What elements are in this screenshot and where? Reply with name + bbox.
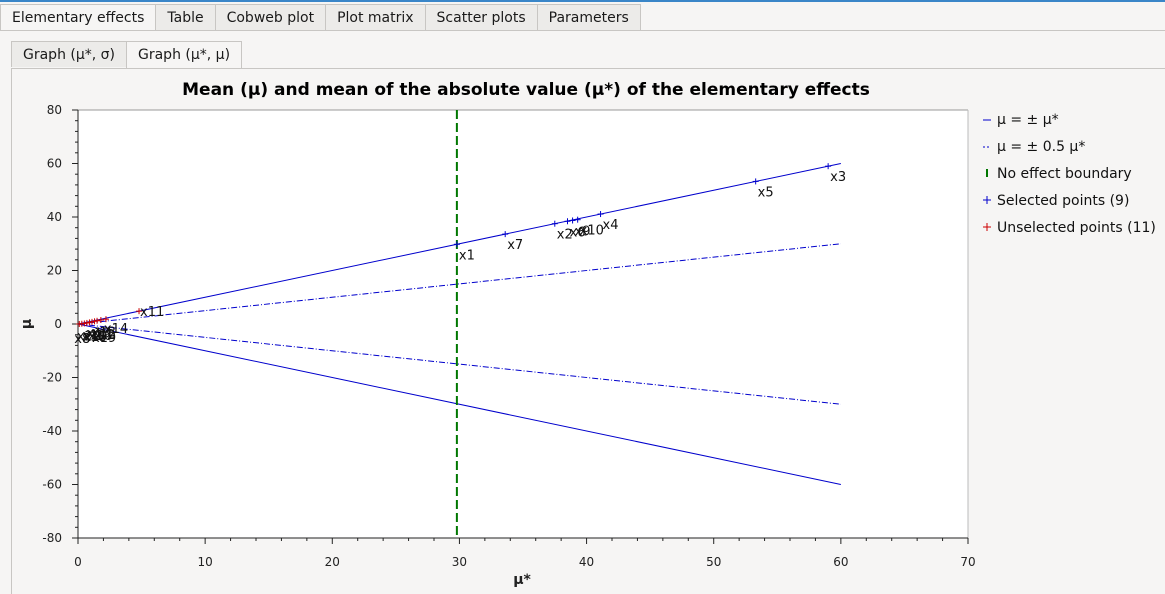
tab-graph-mustar-mu[interactable]: Graph (μ*, μ) [126, 41, 243, 68]
selected-point-x10 [574, 216, 581, 223]
x-tick-label: 10 [198, 555, 213, 569]
main-tab-bar: Elementary effects Table Cobweb plot Plo… [0, 4, 641, 31]
window-top-accent [0, 0, 1165, 2]
legend-entry-selected-points: Selected points (9) [997, 193, 1129, 209]
y-tick-label: 20 [47, 264, 62, 278]
legend: μ = ± μ* μ = ± 0.5 μ* No effect boundary… [983, 112, 1156, 236]
x-tick-label: 70 [960, 555, 975, 569]
tab-table[interactable]: Table [155, 4, 216, 30]
y-tick-label: -40 [42, 424, 62, 438]
point-label-x15: x15 [83, 330, 107, 345]
x-tick-label: 60 [833, 555, 848, 569]
legend-entry-mu-pm-half-mustar: μ = ± 0.5 μ* [997, 139, 1085, 155]
point-label-x3: x3 [830, 170, 846, 185]
y-tick-label: 80 [47, 103, 62, 117]
tab-scatter-plots[interactable]: Scatter plots [424, 4, 538, 30]
unselected-point-x19 [102, 316, 109, 323]
line-mu-plus-half-mustar [77, 243, 841, 325]
x-tick-label: 0 [74, 555, 82, 569]
point-label-x13: x13 [86, 326, 110, 341]
y-tick-label: 0 [54, 317, 62, 331]
point-label-x2: x2 [557, 228, 573, 243]
legend-entry-mu-pm-mustar: μ = ± μ* [997, 112, 1059, 128]
line-mu-minus-half-mustar [77, 323, 841, 405]
x-tick-label: 20 [325, 555, 340, 569]
x-tick-label: 50 [706, 555, 721, 569]
chart-title: Mean (μ) and mean of the absolute value … [182, 80, 870, 100]
main-tab-panel [0, 30, 1165, 594]
point-label-x1: x1 [459, 248, 475, 263]
unselected-point-x13 [86, 319, 93, 326]
legend-swatch-unselected [983, 223, 991, 231]
selected-point-x5 [752, 178, 759, 185]
tab-elementary-effects[interactable]: Elementary effects [0, 4, 157, 31]
selected-point-x7 [502, 231, 509, 238]
legend-entry-no-effect-boundary: No effect boundary [997, 166, 1132, 182]
y-tick-label: -80 [42, 531, 62, 545]
y-tick-label: 60 [47, 157, 62, 171]
unselected-point-x18 [91, 318, 98, 325]
x-axis-label: μ* [513, 572, 531, 588]
selected-point-x6 [564, 218, 571, 225]
point-label-x11: x11 [140, 305, 164, 320]
tab-cobweb-plot[interactable]: Cobweb plot [214, 4, 327, 30]
selected-point-x3 [825, 163, 832, 170]
point-label-x8: x8 [74, 332, 90, 347]
sub-tab-bar: Graph (μ*, σ) Graph (μ*, μ) [11, 41, 243, 69]
unselected-point-x15 [83, 319, 90, 326]
point-label-x20: x20 [77, 330, 101, 345]
tab-parameters[interactable]: Parameters [536, 4, 641, 30]
point-label-x9: x9 [575, 224, 591, 239]
selected-point-x2 [551, 220, 558, 227]
y-tick-label: -60 [42, 478, 62, 492]
point-label-x4: x4 [603, 218, 619, 233]
unselected-point-x11 [136, 308, 143, 315]
point-label-x7: x7 [507, 238, 523, 253]
point-label-x12: x12 [91, 328, 115, 343]
unselected-point-x12 [94, 317, 101, 324]
point-label-x10: x10 [580, 224, 604, 239]
x-tick-label: 30 [452, 555, 467, 569]
legend-swatch-selected [983, 196, 991, 204]
line-mu-plus-mustar [77, 163, 841, 325]
plot-area: -80 -60 -40 -20 0 20 40 60 80 0 10 20 30 40 50 60 70 x3 x5… [42, 103, 975, 569]
selected-point-x1 [453, 241, 460, 248]
point-label-x17: x17 [82, 328, 106, 343]
tab-graph-mustar-sigma[interactable]: Graph (μ*, σ) [11, 41, 127, 67]
unselected-point-x8 [76, 321, 83, 327]
point-label-x19: x19 [92, 331, 116, 346]
point-label-x16: x16 [88, 329, 112, 344]
point-label-x5: x5 [758, 185, 774, 200]
selected-point-x4 [597, 211, 604, 218]
point-label-x14: x14 [104, 322, 128, 337]
tab-plot-matrix[interactable]: Plot matrix [325, 4, 426, 30]
y-tick-label: -20 [42, 371, 62, 385]
unselected-point-x14 [97, 316, 104, 323]
y-tick-label: 40 [47, 210, 62, 224]
selected-point-x9 [569, 217, 576, 224]
point-label-x18: x18 [92, 325, 116, 340]
legend-entry-unselected-points: Unselected points (11) [997, 220, 1156, 236]
unselected-point-x16 [88, 318, 95, 325]
point-label-x6: x6 [570, 225, 586, 240]
x-tick-label: 40 [579, 555, 594, 569]
plot-background [78, 110, 968, 538]
y-axis-label: μ [19, 319, 35, 329]
line-mu-minus-mustar [77, 323, 841, 485]
